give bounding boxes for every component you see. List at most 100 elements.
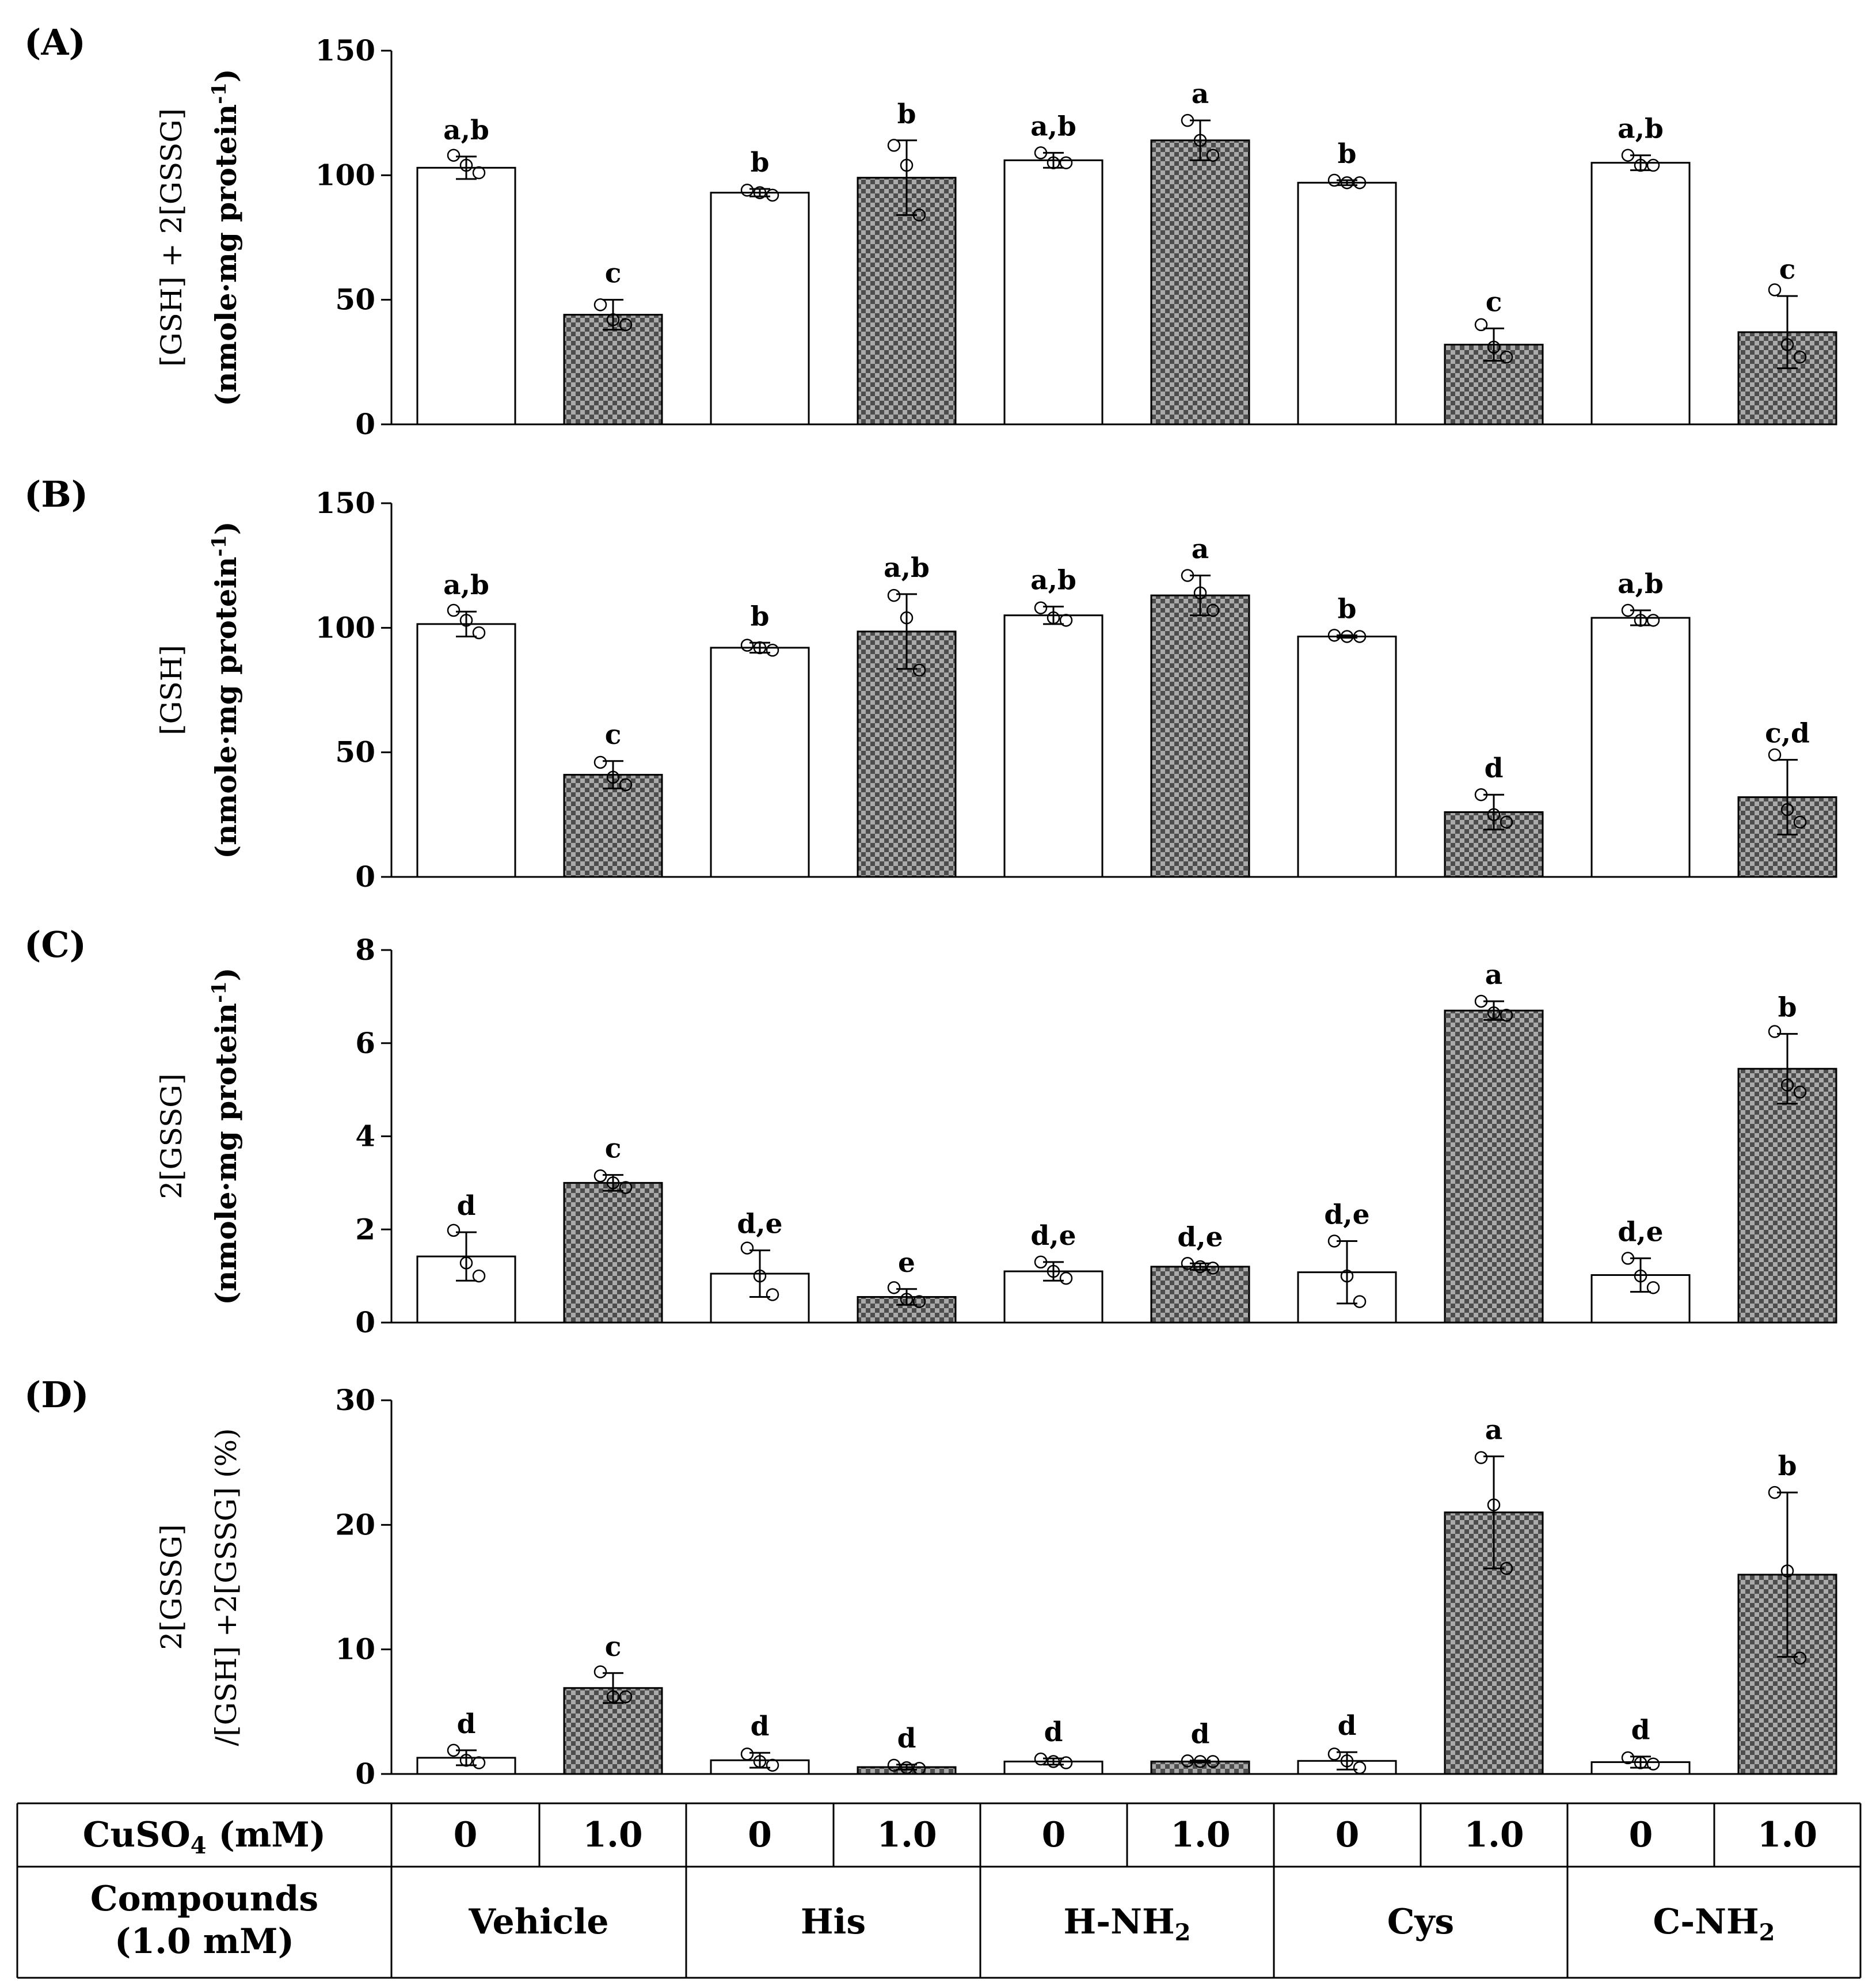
- data-point: [1780, 1078, 1794, 1092]
- panel-d: (D) 2[GSSG] /[GSH] +2[GSSG] (%) 0 10 20 30 d c d d…: [24, 1374, 1837, 1791]
- compound-name: H-NH2: [1064, 1902, 1191, 1946]
- significance-label: a: [1192, 533, 1209, 565]
- data-point: [1327, 1234, 1341, 1248]
- data-point: [1193, 134, 1207, 147]
- data-point: [1634, 1269, 1647, 1283]
- cuso4-value: 0: [454, 1815, 478, 1855]
- significance-label: a,b: [1618, 113, 1664, 145]
- data-point: [1793, 350, 1807, 364]
- data-point: [1181, 569, 1194, 582]
- y-tick-label: 100: [315, 158, 375, 192]
- significance-label: d: [1044, 1716, 1063, 1748]
- compound-name: His: [801, 1902, 866, 1942]
- data-point: [1621, 1751, 1635, 1765]
- panel-label: (A): [24, 21, 86, 63]
- data-point: [1206, 603, 1220, 617]
- cuso4-row-label: CuSO4 (mM): [83, 1815, 326, 1859]
- data-point: [1487, 808, 1501, 822]
- significance-label: a,b: [1618, 568, 1664, 600]
- significance-label: c: [605, 1631, 622, 1663]
- data-point: [766, 188, 779, 202]
- data-point: [1193, 1755, 1207, 1768]
- condition-table: CuSO4 (mM) 0 1.0 0 1.0 0 1.0 0 1.0 0 1.0 Compounds(…: [16, 1802, 1862, 1979]
- data-point: [1353, 176, 1367, 189]
- compound-name: Cys: [1387, 1902, 1454, 1942]
- data-point: [606, 770, 620, 784]
- data-point: [1034, 1255, 1048, 1269]
- data-point: [619, 318, 633, 332]
- data-point: [740, 184, 754, 197]
- y-axis-label-line2: (nmole·mg protein-1): [208, 521, 243, 858]
- data-point: [1181, 1754, 1194, 1768]
- data-point: [912, 663, 926, 677]
- compound-name: Vehicle: [468, 1902, 608, 1942]
- bar: [563, 314, 663, 425]
- significance-label: a,b: [443, 115, 489, 146]
- data-point: [1206, 1262, 1220, 1275]
- data-point: [619, 1690, 633, 1704]
- data-point: [1768, 1025, 1782, 1038]
- cuso4-value: 0: [1042, 1815, 1066, 1855]
- data-point: [1353, 630, 1367, 643]
- cuso4-value: 0: [1629, 1815, 1653, 1855]
- bar: [857, 630, 957, 878]
- data-point: [619, 1181, 633, 1194]
- y-axis-label-line1: 2[GSSG]: [155, 1524, 188, 1650]
- significance-label: b: [897, 98, 916, 130]
- data-point: [1634, 614, 1647, 627]
- data-point: [887, 1758, 901, 1772]
- data-point: [753, 641, 767, 655]
- y-tick-label: 100: [315, 610, 375, 644]
- significance-label: d: [1338, 1710, 1357, 1742]
- bar: [1590, 617, 1691, 878]
- data-point: [766, 644, 779, 657]
- data-point: [1181, 113, 1194, 127]
- data-point: [1206, 1755, 1220, 1768]
- data-point: [1793, 815, 1807, 829]
- data-point: [472, 626, 486, 640]
- data-point: [912, 208, 926, 222]
- data-point: [1047, 1755, 1060, 1768]
- significance-label: b: [1338, 593, 1357, 625]
- significance-label: c: [1486, 286, 1502, 318]
- data-point: [459, 1753, 473, 1767]
- data-point: [1034, 601, 1048, 614]
- cuso4-value: 0: [748, 1815, 772, 1855]
- significance-label: a,b: [884, 552, 930, 584]
- data-point: [1327, 173, 1341, 187]
- data-point: [1047, 611, 1060, 625]
- bar: [710, 192, 810, 425]
- significance-label: a,b: [443, 569, 489, 601]
- significance-label: b: [1778, 992, 1797, 1024]
- data-point: [1474, 788, 1488, 801]
- bar: [710, 647, 810, 878]
- data-point: [1353, 1761, 1367, 1775]
- cuso4-value: 1.0: [877, 1815, 937, 1855]
- y-tick-label: 0: [355, 1757, 375, 1791]
- significance-label: b: [751, 147, 770, 178]
- data-point: [1634, 1756, 1647, 1769]
- data-point: [1353, 1295, 1367, 1308]
- y-tick-label: 0: [355, 407, 375, 441]
- bar: [1003, 159, 1103, 425]
- data-point: [1193, 586, 1207, 600]
- panel-label: (C): [24, 924, 86, 966]
- y-axis-label-line2: (nmole·mg protein-1): [208, 69, 243, 406]
- panel-a: (A) [GSH] + 2[GSSG] (nmole·mg protein-1) 0 5…: [24, 21, 1837, 441]
- data-point: [1487, 1006, 1501, 1020]
- data-point: [1780, 1564, 1794, 1578]
- cuso4-value: 0: [1335, 1815, 1360, 1855]
- data-point: [447, 1224, 461, 1237]
- data-point: [447, 603, 461, 617]
- chart-panels: (A) [GSH] + 2[GSSG] (nmole·mg protein-1) 0 5…: [24, 21, 1837, 1791]
- data-point: [753, 1755, 767, 1768]
- significance-label: d: [897, 1723, 916, 1754]
- data-point: [1206, 149, 1220, 162]
- significance-label: e: [898, 1247, 915, 1279]
- data-point: [887, 588, 901, 602]
- y-tick-label: 50: [335, 735, 375, 769]
- data-point: [606, 1176, 620, 1190]
- data-point: [1621, 1252, 1635, 1265]
- significance-label: c: [605, 1133, 622, 1165]
